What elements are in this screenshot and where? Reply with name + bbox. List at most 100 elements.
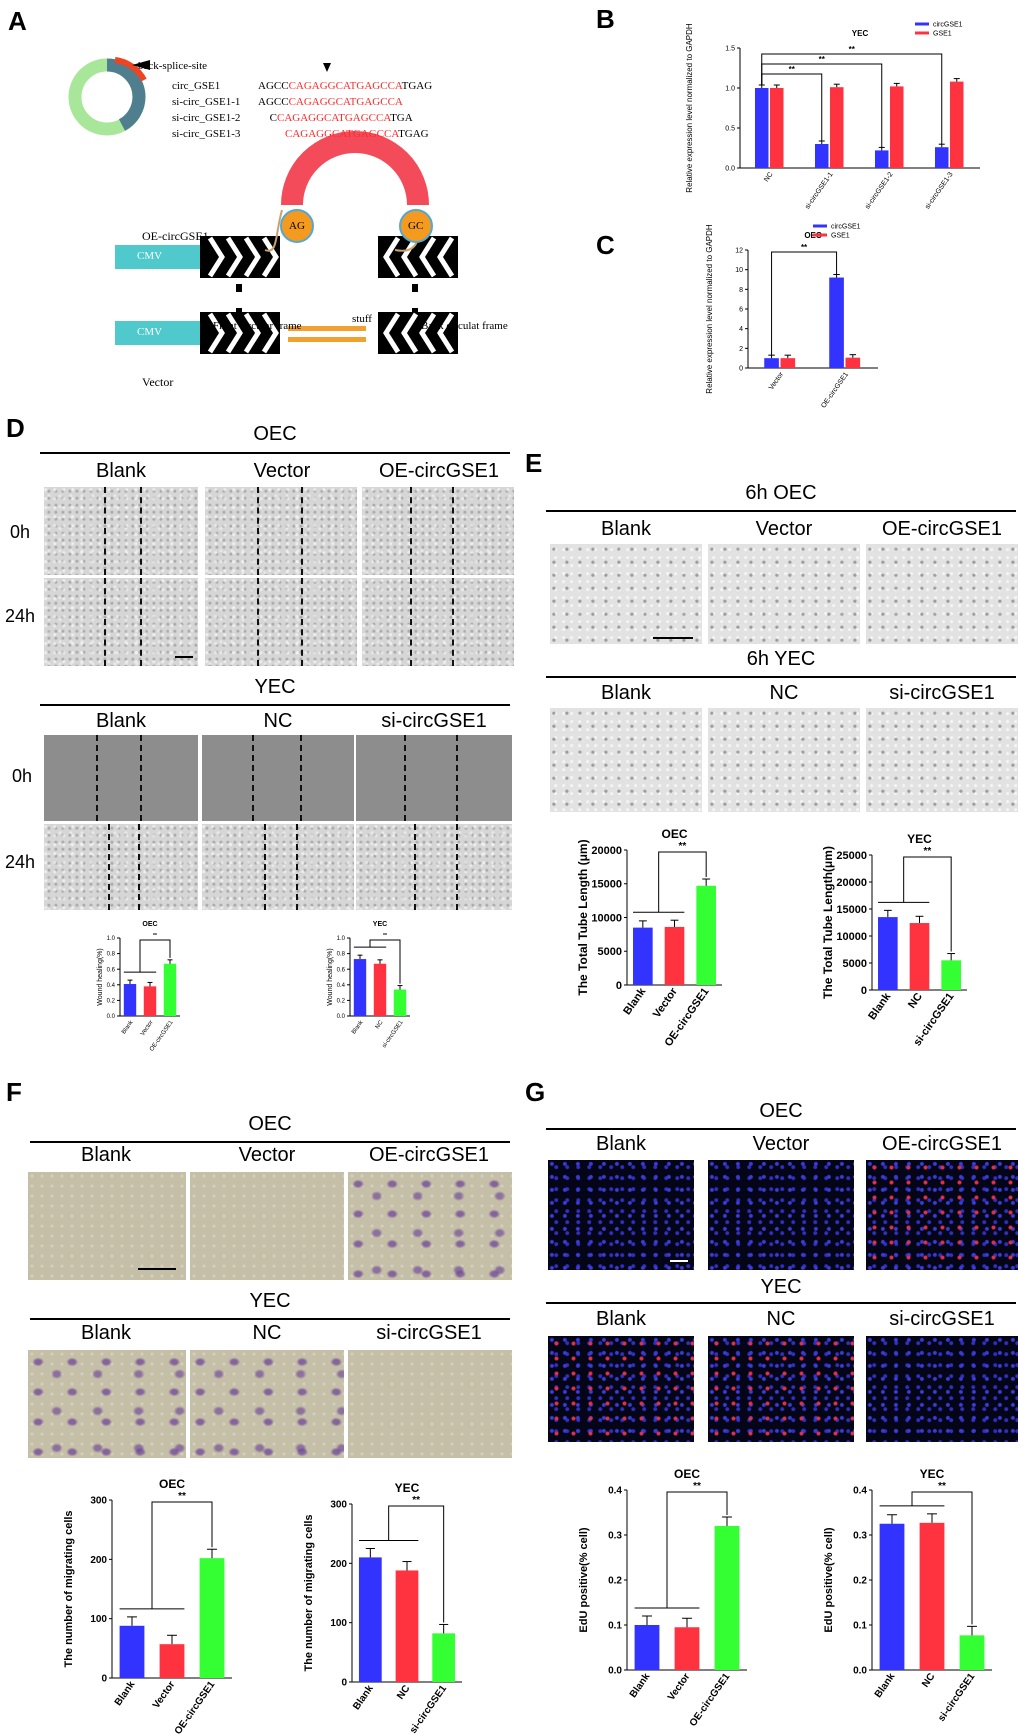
bar (163, 963, 177, 1016)
x-tick-label: Blank (121, 1019, 135, 1036)
bar (143, 986, 157, 1016)
front-frame-bottom (200, 312, 280, 354)
ag-node (280, 209, 314, 243)
y-axis-label: EdU positive(% cell) (578, 1527, 590, 1632)
back-frame-top (378, 236, 458, 278)
x-tick-label: Blank (351, 1683, 376, 1712)
d-yec-header: YEC (254, 676, 296, 698)
bar (633, 927, 653, 985)
y-tick-label: 0.2 (107, 999, 116, 1005)
bar (780, 358, 796, 368)
d-oec-col-blank: Blank (95, 460, 147, 482)
significance-label: ** (693, 1481, 701, 1492)
y-axis-label: Wound healing(%) (97, 948, 104, 1005)
y-axis-label: The Total Tube Length (μm) (576, 839, 590, 995)
y-tick-label: 1.0 (725, 85, 735, 92)
seq-block: circ_GSE1 AGCCCAGAGGCATGAGCCATGAG si-circ… (172, 80, 592, 144)
cmv-label-top: CMV (137, 250, 163, 262)
y-tick-label: 0.2 (608, 1576, 622, 1587)
bar (941, 960, 961, 990)
bar (878, 917, 898, 990)
bar (879, 1523, 905, 1670)
x-tick-label: si-circGSE1 (936, 1671, 977, 1724)
y-tick-label: 0.2 (853, 1576, 867, 1587)
significance-bracket (761, 53, 943, 145)
edu-image (866, 1160, 1018, 1270)
f-yec-header: YEC (249, 1290, 291, 1312)
panel-letter-b: B (596, 4, 615, 34)
chart-g1: OEC 0.0 0.1 0.2 0.3 0.4 EdU positive(% cell) **… (578, 1467, 747, 1729)
bar (770, 88, 784, 168)
x-tick-label: NC (395, 1683, 412, 1701)
y-tick-label: 0.4 (107, 983, 116, 989)
y-tick-label: 0.6 (107, 967, 116, 973)
y-tick-label: 0.0 (107, 1014, 116, 1020)
bar (696, 885, 716, 985)
gc-node (399, 209, 433, 243)
y-tick-label: 10000 (591, 912, 622, 924)
y-axis-label: Relative expression level normalized to … (685, 23, 694, 193)
chart-c: OEC024681012Relative expression level no… (705, 224, 878, 410)
y-tick-label: 300 (90, 1496, 107, 1507)
construct-diagram (68, 57, 458, 354)
y-axis-label: The Total Tube Length(μm) (821, 846, 835, 999)
bar (829, 277, 844, 368)
d-yec-rule (40, 704, 510, 706)
bar (674, 1627, 700, 1670)
back-frame-label: Back circulat frame (421, 320, 508, 332)
f-oec-col-oe: OE-circGSE1 (368, 1144, 490, 1166)
y-tick-label: 10 (735, 267, 743, 274)
wound-image (362, 487, 514, 575)
d-yec-row-0h: 0h (12, 766, 33, 786)
y-tick-label: 5000 (598, 946, 622, 958)
y-tick-label: 5000 (843, 958, 867, 970)
e-oec-rule (546, 510, 1016, 512)
y-tick-label: 8 (739, 287, 743, 294)
back-frame-bottom (378, 312, 458, 354)
wound-image (44, 824, 198, 910)
e-yec-rule (546, 676, 1016, 678)
y-tick-label: 0.3 (608, 1531, 622, 1542)
significance-label: ** (383, 933, 387, 939)
tube-image (708, 708, 860, 812)
transwell-image (348, 1350, 512, 1458)
significance-label: ** (789, 65, 796, 74)
chart-title: YEC (852, 29, 869, 38)
stuff-line-1 (288, 326, 366, 331)
y-tick-label: 100 (90, 1614, 107, 1625)
seq-row: circ_GSE1 AGCCCAGAGGCATGAGCCATGAG (172, 80, 433, 92)
transwell-image (348, 1172, 512, 1280)
panel-letter-g: G (525, 1077, 546, 1107)
y-tick-label: 1.0 (107, 936, 116, 942)
bar (395, 1570, 419, 1682)
y-tick-label: 10000 (836, 931, 867, 943)
e-oec-header: 6h OEC (745, 482, 817, 504)
y-tick-label: 0.0 (608, 1666, 622, 1677)
bar (845, 357, 861, 368)
y-tick-label: 0.1 (608, 1621, 622, 1632)
ag-label: AG (289, 220, 305, 232)
x-tick-label: si-circGSE1-2 (864, 171, 895, 210)
x-tick-label: Vector (768, 371, 786, 392)
y-tick-label: 200 (90, 1555, 107, 1566)
y-tick-label: 0.1 (853, 1621, 867, 1632)
g-oec-header: OEC (759, 1100, 803, 1122)
bar (755, 88, 769, 168)
seq-row: si-circ_GSE1-3 CAGAGGCATGAGCCATGAG (172, 128, 429, 140)
y-tick-label: 0 (101, 1674, 107, 1685)
x-tick-label: si-circGSE1-3 (924, 171, 955, 210)
bar (393, 989, 407, 1016)
chart-f1: OEC 0 100 200 300 The number of migrating cel… (63, 1477, 232, 1736)
d-oec-header: OEC (253, 423, 297, 445)
tube-image (866, 708, 1018, 812)
y-tick-label: 200 (330, 1559, 347, 1570)
significance-bracket (369, 939, 401, 984)
bar (123, 984, 137, 1016)
circ-ring-segment (106, 58, 146, 131)
y-tick-label: 0.0 (725, 165, 735, 172)
x-tick-label: si-circGSE1 (382, 1019, 405, 1049)
wound-image (362, 578, 514, 666)
